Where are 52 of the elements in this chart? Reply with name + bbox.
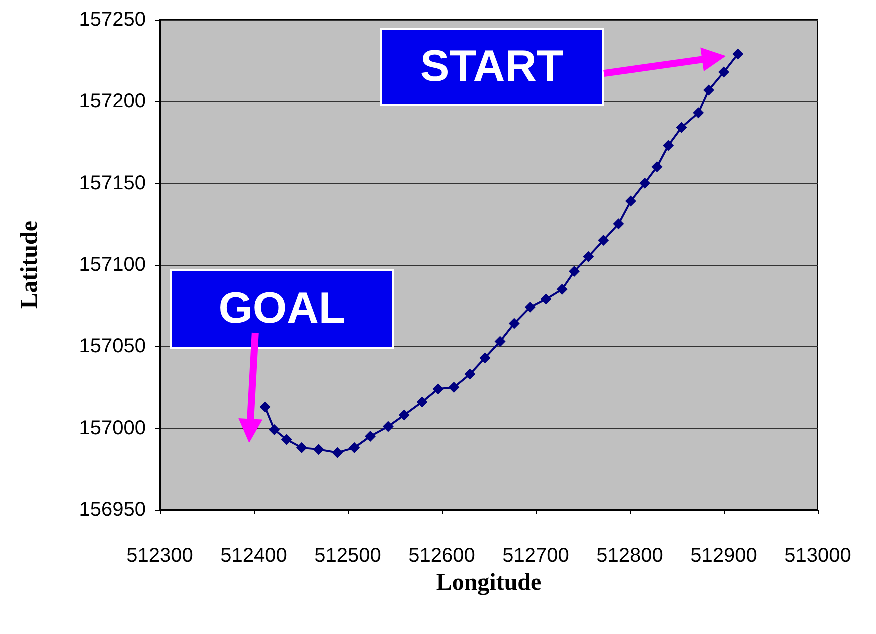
- point: [365, 431, 376, 442]
- x-tick-label: 512500: [314, 545, 382, 567]
- point: [382, 421, 394, 432]
- x-tick-label: 513000: [784, 545, 852, 567]
- point: [464, 368, 476, 380]
- annotation: START: [380, 28, 604, 106]
- point: [732, 48, 744, 60]
- point: [613, 218, 624, 230]
- point: [332, 447, 344, 458]
- point: [508, 318, 520, 330]
- point: [349, 442, 360, 454]
- x-tick-label: 512400: [220, 545, 288, 567]
- x-tick-label: 512700: [502, 545, 570, 567]
- point: [663, 140, 674, 152]
- x-tick-label: 512800: [596, 545, 664, 567]
- point: [416, 396, 428, 408]
- x-tick-label: 512300: [126, 545, 194, 567]
- point: [676, 122, 688, 134]
- y-tick-label: 156950: [79, 499, 146, 521]
- point: [598, 235, 610, 246]
- point: [494, 336, 506, 348]
- point: [693, 108, 704, 119]
- point: [281, 434, 292, 446]
- point: [398, 410, 410, 421]
- point: [718, 66, 730, 78]
- point: [556, 284, 568, 295]
- point: [524, 302, 536, 313]
- point: [313, 444, 324, 456]
- y-tick-label: 157100: [79, 254, 146, 276]
- point: [652, 162, 663, 172]
- point: [448, 382, 460, 393]
- y-axis-title: Latitude: [17, 220, 43, 310]
- point: [260, 402, 271, 413]
- x-axis-title: Longitude: [436, 570, 542, 596]
- point: [540, 294, 552, 305]
- y-tick-label: 157150: [79, 172, 146, 194]
- point: [640, 178, 651, 189]
- point: [432, 384, 444, 395]
- point: [480, 352, 491, 364]
- y-tick-label: 157250: [79, 9, 146, 31]
- y-tick-label: 157050: [79, 336, 146, 358]
- y-tick-label: 157000: [79, 417, 146, 440]
- point: [269, 424, 280, 436]
- annotation: GOAL: [170, 269, 394, 350]
- point: [703, 84, 714, 96]
- point: [583, 251, 594, 262]
- x-tick-label: 512600: [408, 545, 476, 567]
- y-tick-label: 157200: [79, 90, 146, 113]
- point: [296, 442, 308, 454]
- point: [569, 266, 580, 278]
- x-tick-label: 512900: [690, 545, 758, 567]
- point: [625, 196, 636, 207]
